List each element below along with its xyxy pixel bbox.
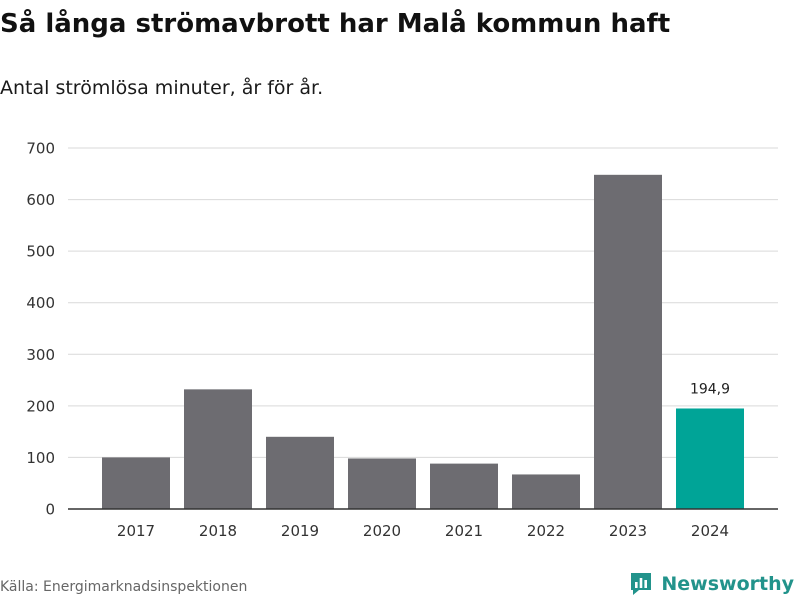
bar xyxy=(430,463,498,509)
source-note: Källa: Energimarknadsinspektionen xyxy=(0,579,248,595)
y-tick-label: 100 xyxy=(26,449,55,467)
brand-logo: Newsworthy xyxy=(629,569,794,599)
x-tick-label: 2021 xyxy=(445,522,483,540)
y-tick-label: 700 xyxy=(26,140,55,158)
chart-subtitle: Antal strömlösa minuter, år för år. xyxy=(0,77,324,99)
y-tick-label: 600 xyxy=(26,191,55,209)
bar xyxy=(102,457,170,509)
x-tick-label: 2017 xyxy=(117,522,155,540)
x-tick-label: 2019 xyxy=(281,522,319,540)
x-tick-label: 2018 xyxy=(199,522,237,540)
x-tick-label: 2022 xyxy=(527,522,565,540)
bar xyxy=(348,458,416,509)
y-tick-label: 0 xyxy=(45,501,55,519)
y-tick-label: 400 xyxy=(26,294,55,312)
x-tick-label: 2020 xyxy=(363,522,401,540)
x-tick-label: 2023 xyxy=(609,522,647,540)
y-tick-label: 500 xyxy=(26,243,55,261)
brand-name: Newsworthy xyxy=(661,573,794,595)
y-tick-label: 200 xyxy=(26,397,55,415)
bar xyxy=(512,474,580,509)
y-tick-label: 300 xyxy=(26,346,55,364)
bar xyxy=(184,389,252,509)
chart-title: Så långa strömavbrott har Malå kommun ha… xyxy=(0,9,671,39)
bar xyxy=(676,408,744,509)
newsworthy-logo-icon xyxy=(631,573,652,595)
bar xyxy=(266,436,334,509)
data-label: 194,9 xyxy=(690,381,730,397)
bar xyxy=(594,174,662,509)
x-tick-label: 2024 xyxy=(691,522,729,540)
